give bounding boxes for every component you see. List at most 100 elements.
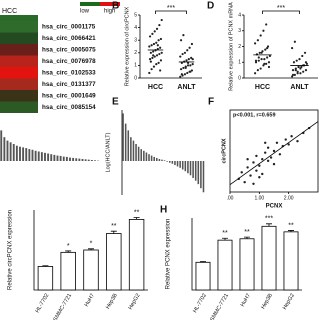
bar (202, 161, 205, 193)
dot (179, 55, 182, 58)
significance: *** (265, 216, 273, 223)
y-label: Relative expression of circPCNX (124, 6, 130, 86)
bar (60, 251, 76, 291)
dot (179, 75, 182, 78)
bar (197, 161, 200, 185)
dot (291, 69, 295, 72)
bar (34, 150, 37, 161)
bar (75, 158, 78, 161)
bar (217, 239, 233, 291)
bar (150, 155, 153, 161)
bar (87, 159, 90, 161)
axis (243, 15, 318, 79)
dot (260, 58, 263, 61)
y-tick-label: 5 (134, 12, 137, 18)
bar (132, 140, 135, 161)
bar (83, 249, 99, 291)
bar (3, 137, 6, 161)
bar (106, 233, 122, 291)
panel-label: B (112, 1, 119, 12)
dot (155, 27, 159, 30)
dot (190, 69, 194, 72)
heatmap-cell (0, 67, 38, 79)
legend-text: low (80, 9, 90, 15)
x-tick-label: HepG2 (128, 293, 142, 311)
dot (148, 58, 152, 61)
bar (124, 123, 127, 161)
dot (254, 59, 258, 62)
x-tick-label: ANLT (177, 84, 196, 91)
dot (156, 44, 159, 47)
bar (140, 149, 143, 161)
x-tick-label: SMMC-7721 (209, 293, 230, 320)
bar (261, 225, 277, 291)
dot (187, 58, 190, 61)
x-tick-label: ANLT (290, 84, 309, 91)
bar (176, 161, 179, 167)
y-tick-label: 2 (238, 44, 241, 50)
bar (69, 157, 71, 161)
dot (185, 59, 188, 62)
heatmap-cell (0, 78, 38, 90)
row-label: hsa_circ_0001175 (42, 24, 96, 31)
x-tick-label: HL-7702 (192, 293, 208, 314)
dot (298, 58, 301, 61)
bar (25, 148, 28, 161)
point (240, 171, 243, 174)
fit-line (229, 121, 319, 186)
dot (152, 50, 155, 53)
frame (229, 109, 319, 193)
x-tick-label: 1.00 (254, 195, 264, 201)
bar (171, 161, 174, 164)
point (255, 169, 258, 172)
y-tick-label: 3 (134, 38, 137, 44)
significance: * (90, 241, 93, 248)
point (269, 156, 273, 159)
bar (62, 156, 65, 161)
x-tick-label: HCC (148, 84, 163, 91)
point (284, 138, 287, 141)
panel-label: D (207, 1, 214, 12)
bar (65, 156, 68, 161)
dot (302, 70, 305, 73)
error-bar (244, 236, 250, 239)
significance: ** (244, 229, 250, 236)
y-label: circPCNX (221, 138, 227, 163)
bar (128, 219, 145, 291)
dot (148, 35, 152, 38)
heatmap-cell (0, 90, 38, 102)
y-tick-label: 2 (134, 50, 137, 56)
point (287, 143, 290, 146)
dot (296, 72, 299, 75)
dot (267, 65, 271, 69)
point (258, 164, 261, 167)
bar (127, 130, 130, 161)
dot (186, 49, 189, 52)
dot (293, 40, 296, 43)
x-tick-label: HL-7702 (35, 293, 51, 314)
dot (268, 54, 271, 58)
bar (94, 160, 96, 161)
dot (180, 73, 183, 76)
point (249, 174, 252, 177)
dot (301, 54, 304, 58)
bar (44, 152, 46, 161)
bar (84, 159, 87, 161)
bar (163, 160, 166, 161)
heatmap-top (0, 15, 38, 21)
y-label: Relative expression of PCNX mRNA (228, 2, 234, 91)
bar (15, 145, 18, 161)
significance: *** (167, 5, 175, 12)
dot (150, 68, 153, 71)
bar (31, 149, 34, 161)
error-bar (42, 265, 49, 267)
sig-bracket (155, 10, 187, 14)
dot (291, 46, 294, 50)
dot (263, 58, 266, 61)
bar (22, 147, 25, 161)
bar (9, 142, 12, 161)
dot (179, 68, 183, 71)
bar (184, 161, 187, 172)
dot (150, 44, 153, 47)
